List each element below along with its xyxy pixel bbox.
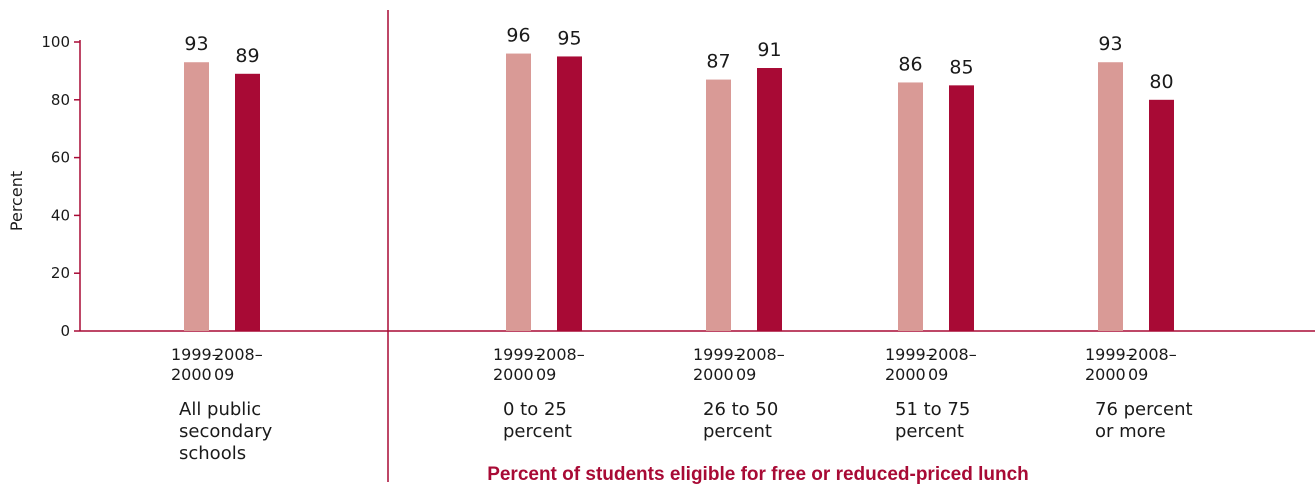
x-tick-label: 09 (736, 365, 756, 384)
data-label: 80 (1149, 71, 1173, 93)
y-tick-label: 20 (51, 264, 70, 282)
y-tick-label: 80 (51, 91, 70, 109)
x-tick-label: 2000 (171, 365, 212, 384)
category-label: or more (1095, 421, 1166, 442)
bar (898, 82, 923, 332)
bar (949, 85, 974, 331)
x-axis-title: Percent of students eligible for free or… (487, 464, 1029, 485)
data-label: 85 (949, 56, 973, 78)
data-label: 95 (557, 27, 581, 49)
category-label: 0 to 25 (503, 399, 567, 420)
category-label: 76 percent (1095, 399, 1193, 420)
bar (235, 73, 260, 331)
data-label: 87 (706, 51, 730, 73)
data-label: 89 (235, 45, 259, 67)
x-tick-label: 09 (928, 365, 948, 384)
data-label: 91 (757, 39, 781, 61)
x-tick-label: 1999– (693, 345, 742, 364)
x-tick-label: 1999– (885, 345, 934, 364)
category-label: 26 to 50 (703, 399, 778, 420)
x-tick-label: 09 (536, 365, 556, 384)
x-tick-label: 09 (214, 365, 234, 384)
x-tick-label: 1999– (493, 345, 542, 364)
x-tick-label: 2008– (928, 345, 977, 364)
bar (184, 62, 209, 331)
x-tick-label: 2000 (1085, 365, 1126, 384)
x-tick-label: 2008– (736, 345, 785, 364)
data-label: 86 (898, 53, 922, 75)
bars-layer (184, 53, 1174, 332)
category-label: percent (703, 421, 772, 442)
bar (757, 68, 782, 331)
x-tick-label: 1999– (1085, 345, 1134, 364)
y-tick-label: 100 (41, 33, 70, 51)
bar (557, 56, 582, 331)
x-tick-label: 09 (1128, 365, 1148, 384)
x-tick-label: 2000 (693, 365, 734, 384)
x-tick-label: 2000 (493, 365, 534, 384)
bar (506, 53, 531, 332)
y-axis-title: Percent (7, 171, 26, 231)
category-label: All public (179, 399, 261, 420)
data-label: 93 (184, 33, 208, 55)
x-tick-label: 2008– (1128, 345, 1177, 364)
bar (1149, 99, 1174, 331)
x-tick-label: 1999– (171, 345, 220, 364)
category-label: 51 to 75 (895, 399, 970, 420)
y-tick-label: 0 (60, 322, 70, 340)
data-label: 93 (1098, 33, 1122, 55)
bar (1098, 62, 1123, 331)
category-label: secondary (179, 421, 273, 442)
x-tick-label: 2000 (885, 365, 926, 384)
category-label: schools (179, 443, 246, 464)
bar (706, 79, 731, 331)
category-label: percent (895, 421, 964, 442)
x-tick-label: 2008– (214, 345, 263, 364)
x-tick-label: 2008– (536, 345, 585, 364)
y-tick-label: 60 (51, 149, 70, 167)
data-label: 96 (506, 25, 530, 47)
y-tick-label: 40 (51, 206, 70, 224)
category-label: percent (503, 421, 572, 442)
